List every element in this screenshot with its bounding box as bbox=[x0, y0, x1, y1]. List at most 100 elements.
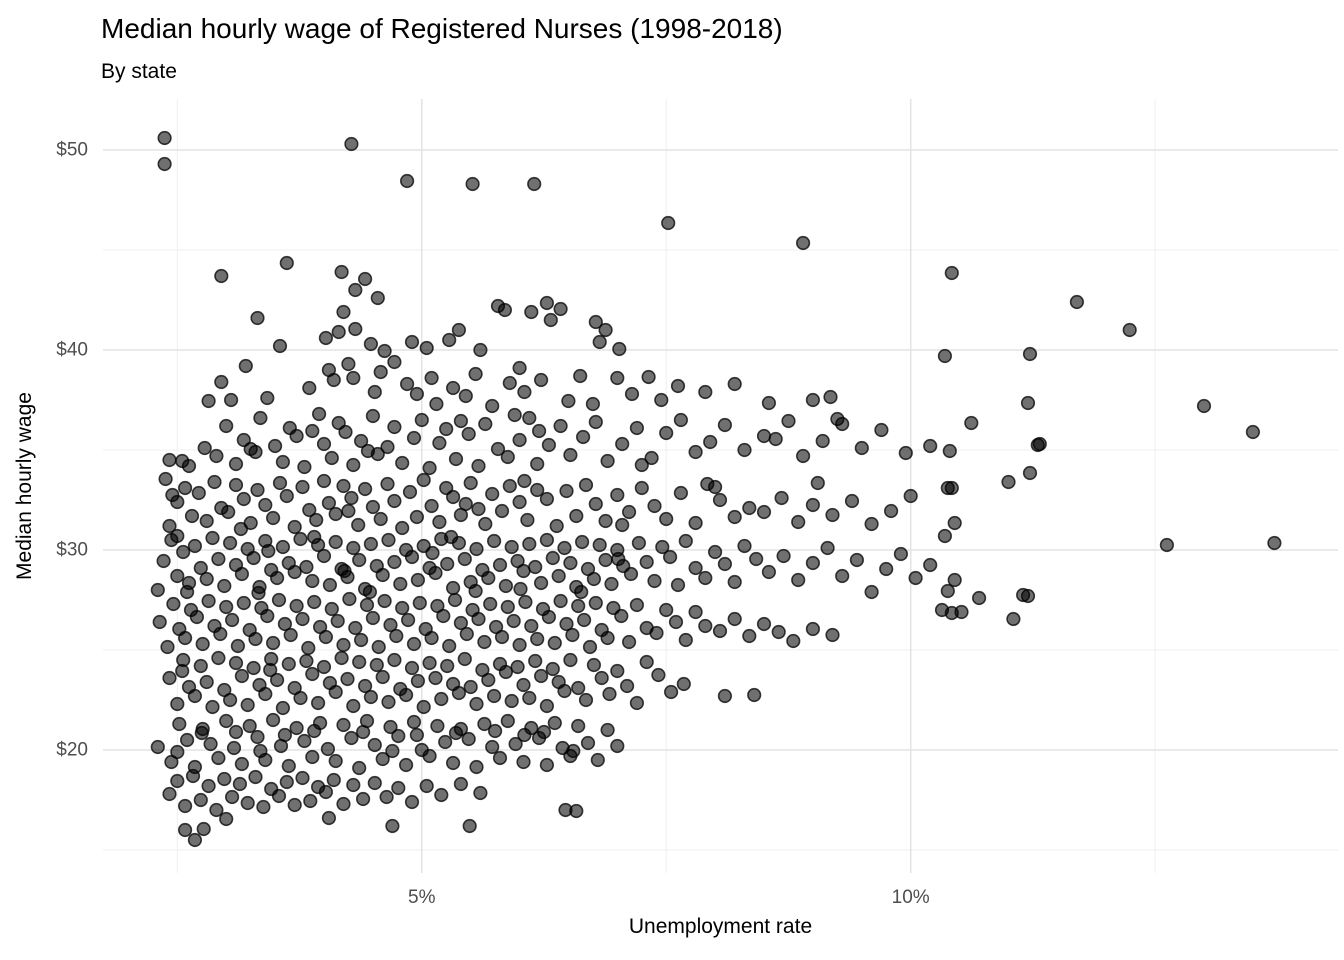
data-point bbox=[261, 543, 276, 559]
data-point bbox=[659, 511, 674, 527]
data-point bbox=[545, 661, 560, 677]
data-point bbox=[344, 730, 359, 746]
data-point bbox=[326, 372, 341, 388]
data-point bbox=[246, 660, 261, 676]
data-point bbox=[678, 533, 693, 549]
data-point bbox=[223, 692, 238, 708]
data-point bbox=[419, 340, 434, 356]
data-point bbox=[557, 683, 572, 699]
data-point bbox=[410, 673, 426, 689]
data-point bbox=[688, 444, 703, 460]
data-point bbox=[150, 739, 165, 755]
data-point bbox=[717, 556, 733, 572]
data-point bbox=[266, 712, 281, 728]
data-point bbox=[201, 778, 216, 794]
data-point bbox=[553, 301, 568, 317]
y-tick-label: $50 bbox=[56, 140, 88, 161]
data-point bbox=[574, 534, 590, 550]
data-point bbox=[592, 334, 607, 350]
data-point bbox=[362, 584, 378, 600]
data-point bbox=[516, 677, 531, 693]
data-point bbox=[908, 570, 923, 586]
data-point bbox=[236, 595, 251, 611]
data-point bbox=[243, 441, 258, 457]
data-point bbox=[263, 662, 278, 678]
data-point bbox=[287, 564, 302, 580]
data-point bbox=[416, 472, 431, 488]
data-point bbox=[214, 374, 229, 390]
data-point bbox=[727, 376, 742, 392]
data-point bbox=[346, 777, 361, 793]
data-point bbox=[266, 635, 281, 651]
data-point bbox=[194, 725, 209, 741]
data-point bbox=[334, 264, 349, 280]
data-point bbox=[352, 552, 367, 568]
data-point bbox=[510, 659, 525, 675]
data-point bbox=[203, 736, 218, 752]
data-point bbox=[219, 713, 234, 729]
data-point bbox=[358, 481, 373, 497]
data-point bbox=[483, 596, 498, 612]
data-point bbox=[448, 451, 464, 467]
data-point bbox=[947, 515, 962, 531]
data-point bbox=[166, 596, 181, 612]
data-point bbox=[246, 550, 261, 566]
data-point bbox=[502, 478, 517, 494]
data-point bbox=[185, 768, 201, 784]
data-point bbox=[673, 412, 689, 428]
data-point bbox=[367, 737, 382, 753]
data-point bbox=[937, 348, 953, 364]
data-point bbox=[307, 529, 322, 545]
data-point bbox=[170, 528, 185, 544]
data-point bbox=[547, 715, 562, 731]
data-point bbox=[524, 618, 539, 634]
data-point bbox=[940, 480, 955, 496]
data-point bbox=[539, 757, 555, 773]
data-point bbox=[578, 692, 594, 708]
data-point bbox=[305, 573, 320, 589]
data-point bbox=[541, 609, 557, 625]
data-point bbox=[1001, 474, 1016, 490]
data-point bbox=[500, 599, 515, 615]
data-point bbox=[424, 498, 439, 514]
data-point bbox=[393, 576, 408, 592]
data-point bbox=[318, 784, 334, 800]
data-point bbox=[494, 503, 510, 519]
data-point bbox=[434, 691, 449, 707]
data-point bbox=[893, 546, 909, 562]
data-point bbox=[830, 411, 845, 427]
data-point bbox=[854, 440, 869, 456]
data-point bbox=[500, 713, 515, 729]
data-point bbox=[971, 590, 987, 606]
data-point bbox=[387, 554, 402, 570]
data-point bbox=[228, 724, 244, 740]
data-point bbox=[659, 602, 674, 618]
y-tick-label: $30 bbox=[56, 540, 88, 561]
data-point bbox=[825, 507, 840, 523]
data-point bbox=[228, 655, 244, 671]
data-point bbox=[207, 474, 222, 490]
data-point bbox=[629, 597, 645, 613]
data-point bbox=[539, 491, 555, 507]
data-point bbox=[631, 535, 647, 551]
data-point bbox=[363, 689, 379, 705]
data-point bbox=[404, 660, 420, 676]
data-point bbox=[458, 388, 473, 404]
data-point bbox=[289, 720, 304, 736]
data-point bbox=[268, 438, 283, 454]
data-point bbox=[385, 743, 400, 759]
data-point bbox=[586, 657, 602, 673]
data-point bbox=[528, 653, 543, 669]
data-point bbox=[504, 693, 519, 709]
data-point bbox=[634, 480, 649, 496]
data-point bbox=[805, 497, 821, 513]
data-point bbox=[563, 555, 578, 571]
data-point bbox=[582, 639, 598, 655]
data-point bbox=[302, 380, 317, 396]
data-point bbox=[737, 442, 752, 458]
data-point bbox=[299, 653, 314, 669]
data-point bbox=[1122, 322, 1137, 338]
data-point bbox=[162, 518, 177, 534]
data-point bbox=[346, 370, 361, 386]
data-point bbox=[404, 334, 420, 350]
